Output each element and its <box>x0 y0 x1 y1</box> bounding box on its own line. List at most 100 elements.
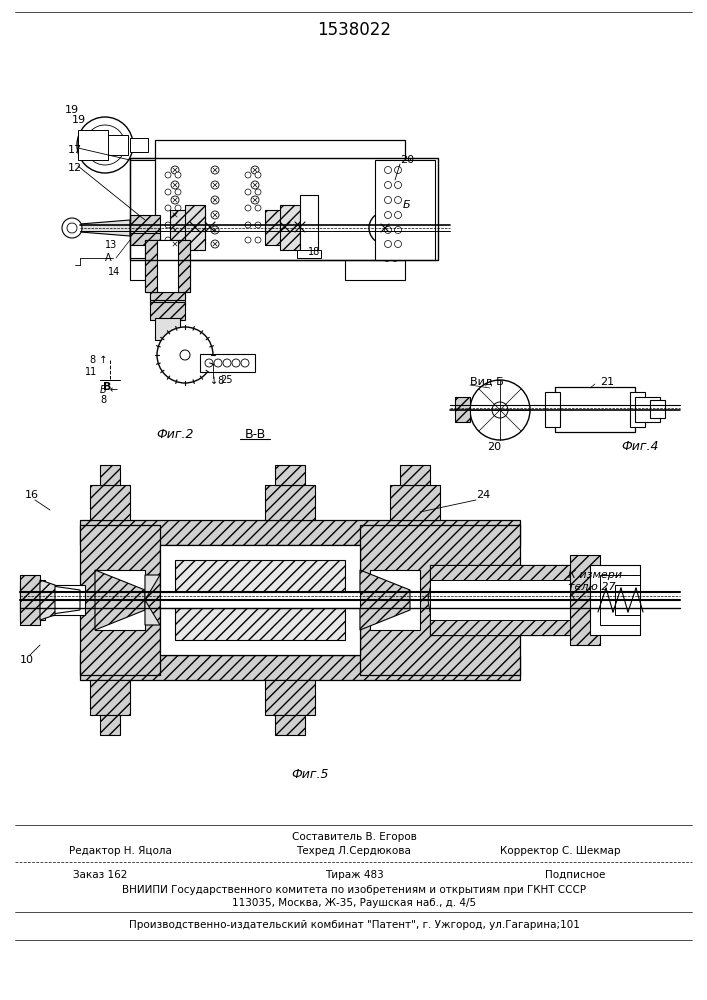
Text: 8 ↑: 8 ↑ <box>90 355 107 365</box>
Bar <box>78 130 108 160</box>
Circle shape <box>251 181 259 189</box>
Bar <box>108 135 128 155</box>
Bar <box>100 465 120 485</box>
Circle shape <box>165 222 171 228</box>
Bar <box>275 715 305 735</box>
Circle shape <box>385 240 392 247</box>
Text: 19: 19 <box>65 105 79 115</box>
Bar <box>90 485 130 520</box>
Text: Составитель В. Егоров: Составитель В. Егоров <box>291 832 416 842</box>
Bar <box>297 250 321 258</box>
Text: 19: 19 <box>72 115 86 125</box>
Circle shape <box>385 196 392 204</box>
Circle shape <box>255 222 261 228</box>
Bar <box>130 215 160 240</box>
Circle shape <box>241 359 249 367</box>
Text: Тираж 483: Тираж 483 <box>325 870 383 880</box>
Bar <box>630 392 645 427</box>
Bar <box>130 138 148 152</box>
Bar <box>160 592 360 608</box>
Bar <box>130 160 170 280</box>
Bar <box>275 465 305 485</box>
Bar <box>185 205 205 250</box>
Bar <box>155 318 180 340</box>
Circle shape <box>385 166 392 174</box>
Text: Фиг.4: Фиг.4 <box>621 440 659 454</box>
Polygon shape <box>428 588 452 612</box>
Text: 14: 14 <box>108 267 120 277</box>
Bar <box>130 158 438 260</box>
Circle shape <box>214 359 222 367</box>
Text: 24: 24 <box>476 490 490 500</box>
Polygon shape <box>472 588 496 612</box>
Circle shape <box>62 218 82 238</box>
Polygon shape <box>95 570 145 630</box>
Circle shape <box>383 176 390 184</box>
Circle shape <box>165 172 171 178</box>
Circle shape <box>175 222 181 228</box>
Bar <box>300 195 318 255</box>
Bar <box>265 485 315 520</box>
Circle shape <box>232 359 240 367</box>
Circle shape <box>211 226 219 234</box>
Circle shape <box>245 237 251 243</box>
Polygon shape <box>40 580 55 620</box>
Bar <box>20 585 85 615</box>
Circle shape <box>211 181 219 189</box>
Polygon shape <box>494 588 518 612</box>
Bar <box>178 240 190 292</box>
Polygon shape <box>582 588 606 612</box>
Bar <box>390 485 440 520</box>
Text: Фиг.5: Фиг.5 <box>291 768 329 782</box>
Bar <box>635 397 660 422</box>
Text: Вид Б: Вид Б <box>470 377 504 387</box>
Bar <box>20 580 45 620</box>
Circle shape <box>395 182 402 188</box>
Polygon shape <box>516 588 540 612</box>
Circle shape <box>385 227 392 233</box>
Circle shape <box>385 212 392 219</box>
Circle shape <box>383 254 390 261</box>
Text: 13: 13 <box>105 240 117 250</box>
Bar <box>430 565 590 635</box>
Circle shape <box>171 196 179 204</box>
Bar <box>90 680 130 715</box>
Circle shape <box>255 172 261 178</box>
Circle shape <box>205 359 213 367</box>
Text: B: B <box>103 382 112 392</box>
Polygon shape <box>360 570 410 630</box>
Polygon shape <box>45 585 80 615</box>
Text: 21: 21 <box>600 377 614 387</box>
Polygon shape <box>430 620 590 635</box>
Text: Б: Б <box>403 200 411 210</box>
Circle shape <box>383 207 390 214</box>
Circle shape <box>395 196 402 204</box>
Circle shape <box>245 222 251 228</box>
Polygon shape <box>80 220 130 236</box>
Circle shape <box>175 205 181 211</box>
Text: 18: 18 <box>308 247 320 257</box>
Bar <box>155 140 405 260</box>
Circle shape <box>255 237 261 243</box>
Bar <box>650 400 665 418</box>
Bar <box>175 560 345 640</box>
Circle shape <box>77 117 133 173</box>
Bar <box>160 545 360 655</box>
Circle shape <box>392 192 399 198</box>
Text: 10: 10 <box>20 655 34 665</box>
Circle shape <box>165 237 171 243</box>
Circle shape <box>251 196 259 204</box>
Bar <box>95 570 145 630</box>
Text: B ←: B ← <box>100 385 118 395</box>
Circle shape <box>255 205 261 211</box>
Circle shape <box>165 205 171 211</box>
Text: 20: 20 <box>400 155 414 165</box>
Text: Редактор Н. Яцола: Редактор Н. Яцола <box>69 846 171 856</box>
Bar <box>150 292 185 300</box>
Bar <box>155 240 180 300</box>
Bar <box>265 210 300 245</box>
Text: 25: 25 <box>220 375 233 385</box>
Circle shape <box>383 241 390 248</box>
Circle shape <box>175 189 181 195</box>
Circle shape <box>171 240 179 248</box>
